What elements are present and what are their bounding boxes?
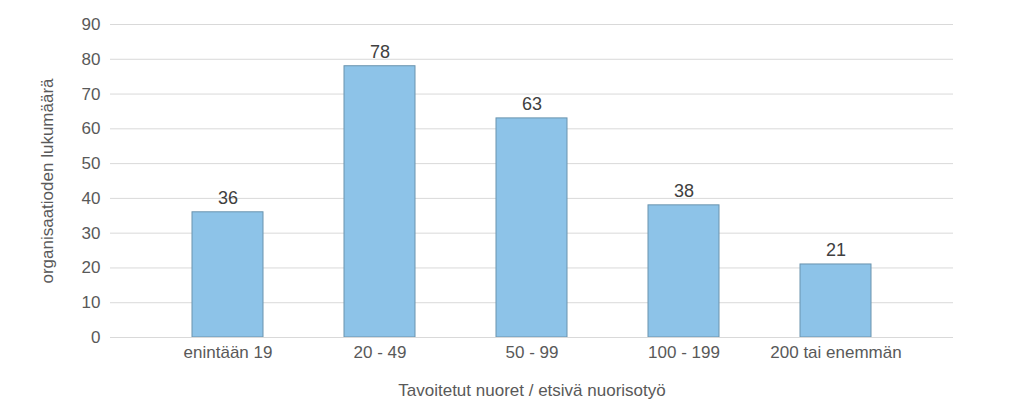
svg-text:21: 21 — [826, 240, 846, 260]
svg-text:30: 30 — [82, 224, 101, 243]
svg-text:80: 80 — [82, 50, 101, 69]
svg-text:50: 50 — [82, 154, 101, 173]
svg-text:40: 40 — [82, 189, 101, 208]
svg-text:100 - 199: 100 - 199 — [648, 343, 720, 362]
svg-text:63: 63 — [522, 94, 542, 114]
svg-text:20: 20 — [82, 258, 101, 277]
svg-text:38: 38 — [674, 181, 694, 201]
svg-text:36: 36 — [218, 188, 238, 208]
svg-text:10: 10 — [82, 293, 101, 312]
svg-text:organisaatioden lukumäärä: organisaatioden lukumäärä — [38, 78, 57, 284]
svg-text:60: 60 — [82, 119, 101, 138]
svg-text:20 - 49: 20 - 49 — [354, 343, 407, 362]
svg-text:90: 90 — [82, 15, 101, 34]
svg-text:Tavoitetut nuoret / etsivä nuo: Tavoitetut nuoret / etsivä nuorisotyö — [398, 381, 665, 400]
svg-text:0: 0 — [91, 328, 100, 347]
svg-text:70: 70 — [82, 84, 101, 103]
svg-text:50 - 99: 50 - 99 — [506, 343, 559, 362]
svg-text:enintään 19: enintään 19 — [184, 343, 273, 362]
svg-text:78: 78 — [370, 42, 390, 62]
svg-text:200 tai enemmän: 200 tai enemmän — [770, 343, 901, 362]
